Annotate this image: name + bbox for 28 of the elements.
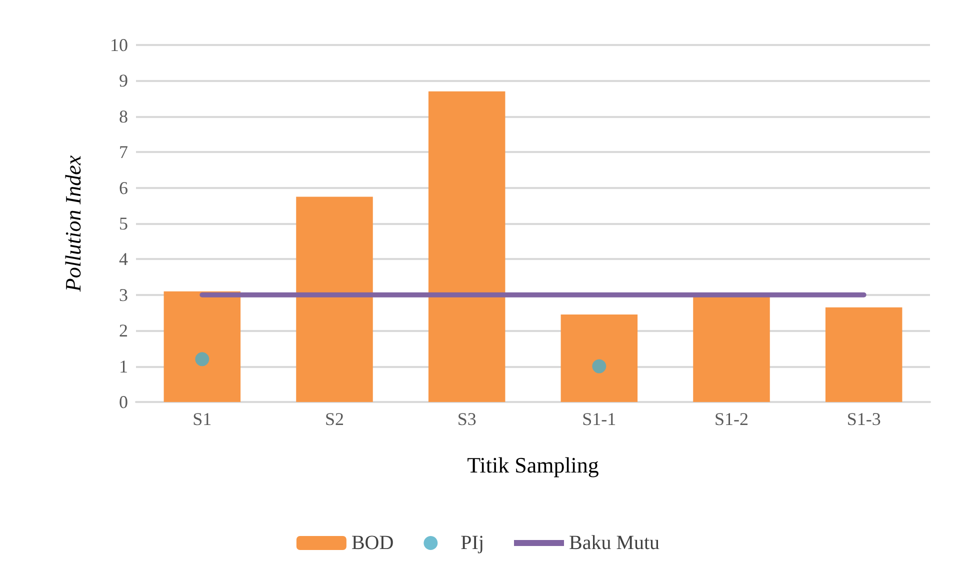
- y-tick-label: 0: [119, 392, 128, 412]
- y-tick-label: 1: [119, 356, 128, 376]
- x-tick-label: S1-1: [582, 409, 616, 429]
- y-tick-label: 7: [119, 142, 128, 162]
- x-tick-label: S2: [324, 409, 344, 429]
- x-tick-label: S1: [192, 409, 212, 429]
- y-tick-label: 5: [119, 214, 128, 234]
- bar: [825, 307, 902, 402]
- y-tick-label: 6: [119, 178, 128, 198]
- y-tick-label: 4: [119, 249, 128, 270]
- legend-label: BOD: [351, 532, 394, 554]
- bar: [428, 91, 506, 402]
- y-tick-label: 10: [110, 35, 128, 55]
- legend-label: PIj: [460, 532, 484, 554]
- bar: [164, 291, 241, 402]
- y-tick-label: 2: [119, 320, 128, 341]
- bar: [296, 196, 373, 402]
- bar: [693, 296, 770, 402]
- legend-label: Baku Mutu: [569, 532, 660, 554]
- x-tick-label: S3: [457, 409, 476, 429]
- x-tick-label: S1-3: [846, 409, 881, 429]
- y-tick-label: 8: [119, 106, 128, 126]
- y-axis-title: Pollution Index: [60, 155, 86, 293]
- bar: [560, 314, 638, 402]
- x-axis-title: Titik Sampling: [467, 452, 599, 478]
- y-tick-label: 9: [119, 70, 128, 91]
- y-tick-label: 3: [119, 284, 128, 305]
- x-tick-label: S1-2: [714, 409, 749, 429]
